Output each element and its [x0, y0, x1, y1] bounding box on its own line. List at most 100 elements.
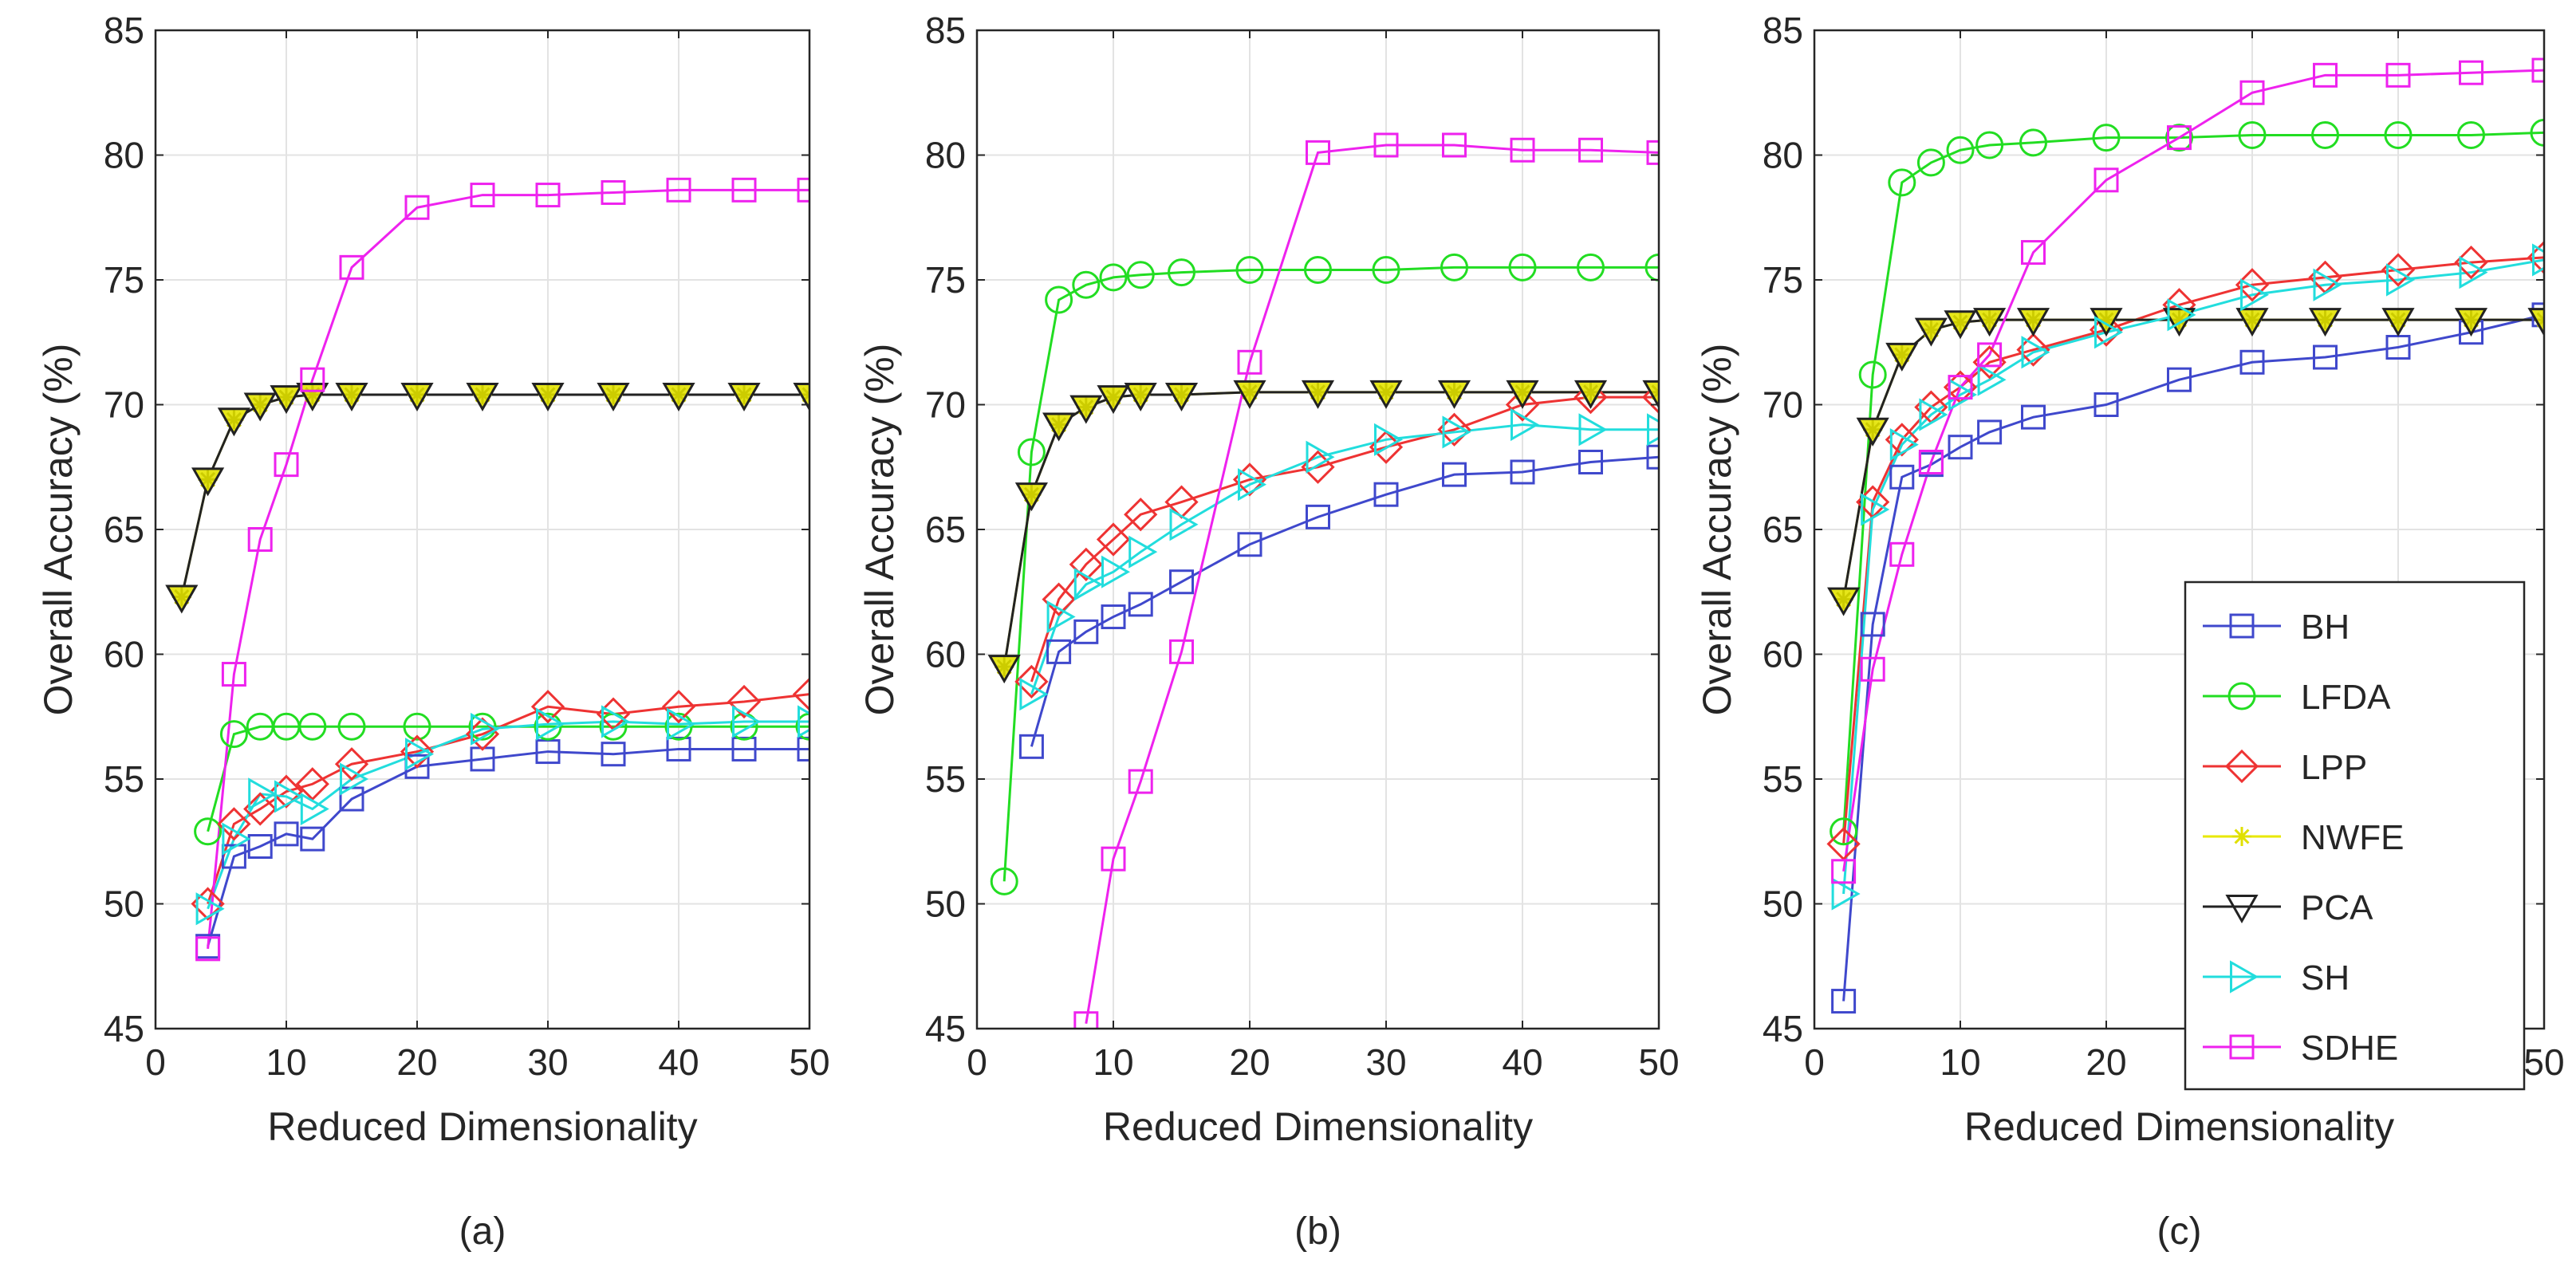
marker-bh — [221, 844, 246, 869]
marker-pca — [1642, 380, 1659, 409]
marker-pca — [727, 382, 761, 412]
marker-sh — [667, 707, 696, 741]
marker-lfda — [1888, 168, 1916, 197]
x-tick-label: 40 — [658, 1041, 699, 1083]
marker-nwfe-star — [1076, 397, 1096, 417]
marker-sh — [300, 792, 329, 826]
y-tick-label: 75 — [925, 259, 966, 301]
marker-nwfe-star — [1513, 382, 1532, 402]
marker-sdhe — [300, 367, 325, 392]
marker-sh — [1238, 468, 1267, 502]
marker-sdhe — [1237, 349, 1262, 375]
marker-sdhe — [1948, 375, 1973, 400]
marker-sdhe — [1306, 140, 1330, 165]
marker-sh — [1306, 440, 1335, 474]
marker-sh — [1861, 493, 1890, 526]
y-tick-label: 55 — [104, 758, 144, 800]
y-tick-label: 45 — [1763, 1008, 1803, 1049]
marker-nwfe-star — [1921, 320, 1941, 340]
marker-lpp — [1124, 498, 1158, 532]
marker-pca — [2381, 308, 2415, 337]
marker-pca — [335, 382, 368, 412]
marker-pca — [793, 382, 809, 412]
marker-sh — [1578, 413, 1608, 447]
y-tick-label: 75 — [1763, 259, 1803, 301]
marker-lfda — [990, 867, 1018, 895]
legend-marker-sh — [2230, 960, 2259, 994]
marker-pca — [987, 655, 1021, 684]
marker-sdhe — [1860, 656, 1885, 682]
marker-pca — [1042, 412, 1076, 442]
marker-sh — [2094, 316, 2124, 349]
x-tick-label: 0 — [967, 1041, 987, 1083]
marker-nwfe-star — [604, 384, 623, 404]
y-axis-label: Overall Accuracy (%) — [36, 344, 81, 716]
legend-marker-lpp — [2224, 749, 2259, 784]
x-tick-label: 10 — [1940, 1041, 1980, 1083]
marker-sdhe — [2385, 62, 2411, 88]
marker-sdhe — [1373, 132, 1399, 158]
marker-lfda — [534, 712, 562, 741]
legend-label-sdhe: SDHE — [2301, 1029, 2398, 1068]
marker-lfda — [337, 712, 366, 741]
legend-marker-lfda — [2227, 682, 2256, 710]
marker-sh — [2459, 256, 2488, 289]
marker-nwfe-star — [250, 395, 270, 415]
marker-nwfe-star — [473, 384, 492, 404]
marker-sdhe — [1101, 846, 1126, 872]
marker-pca — [2235, 308, 2269, 337]
marker-nwfe-star — [1863, 419, 1883, 439]
marker-nwfe-star — [302, 384, 322, 404]
x-tick-label: 50 — [2523, 1041, 2564, 1083]
marker-sdhe — [1442, 132, 1467, 158]
panel-0: 0 10 20 30 40 50 45 50 55 60 65 70 75 80 85 Reduced Dim… — [36, 10, 830, 1253]
panel-caption: (a) — [459, 1210, 506, 1253]
marker-sh — [1919, 398, 1948, 431]
legend-label-lfda: LFDA — [2301, 678, 2391, 717]
marker-bh — [1046, 639, 1072, 664]
marker-sh — [2386, 263, 2416, 297]
y-tick-label: 65 — [1763, 509, 1803, 550]
marker-nwfe-star — [2389, 310, 2408, 330]
marker-sh — [2167, 298, 2196, 332]
marker-sh — [798, 705, 809, 738]
marker-lpp — [1641, 380, 1659, 415]
marker-pca — [1097, 385, 1130, 415]
marker-pca — [217, 407, 250, 437]
y-tick-label: 55 — [925, 758, 966, 800]
marker-lfda — [2384, 120, 2413, 149]
y-tick-label: 80 — [925, 135, 966, 176]
marker-bh — [731, 736, 757, 761]
marker-sdhe — [731, 177, 757, 203]
y-tick-label: 85 — [925, 10, 966, 51]
marker-pca — [1574, 380, 1608, 409]
marker-lpp — [530, 690, 565, 724]
marker-sh — [2021, 336, 2050, 369]
marker-nwfe-star — [2461, 310, 2481, 330]
marker-sh — [1101, 555, 1131, 588]
marker-sh — [1647, 413, 1659, 447]
marker-bh — [1306, 504, 1330, 529]
marker-sdhe — [1918, 449, 1944, 474]
marker-sh — [248, 777, 278, 811]
x-tick-label: 10 — [1093, 1041, 1133, 1083]
marker-lfda — [1946, 136, 1975, 164]
marker-sdhe — [797, 177, 809, 203]
marker-nwfe-star — [1377, 382, 1396, 402]
marker-sdhe — [1889, 541, 1915, 567]
marker-sdhe — [1977, 342, 2003, 368]
marker-sdhe — [2459, 60, 2483, 85]
marker-pca — [2454, 308, 2488, 337]
marker-pca — [1506, 380, 1539, 409]
x-tick-label: 20 — [396, 1041, 437, 1083]
series-line-lfda — [207, 725, 809, 832]
legend-label-sh: SH — [2301, 958, 2350, 998]
marker-sdhe — [1073, 1011, 1099, 1029]
panel-caption: (c) — [2157, 1210, 2202, 1253]
legend-marker-nwfe — [2232, 827, 2251, 846]
marker-pca — [1856, 417, 1889, 447]
marker-nwfe-star — [171, 587, 191, 607]
marker-lfda — [2092, 124, 2121, 152]
marker-lfda — [1830, 817, 1858, 846]
marker-lfda — [1017, 438, 1046, 466]
